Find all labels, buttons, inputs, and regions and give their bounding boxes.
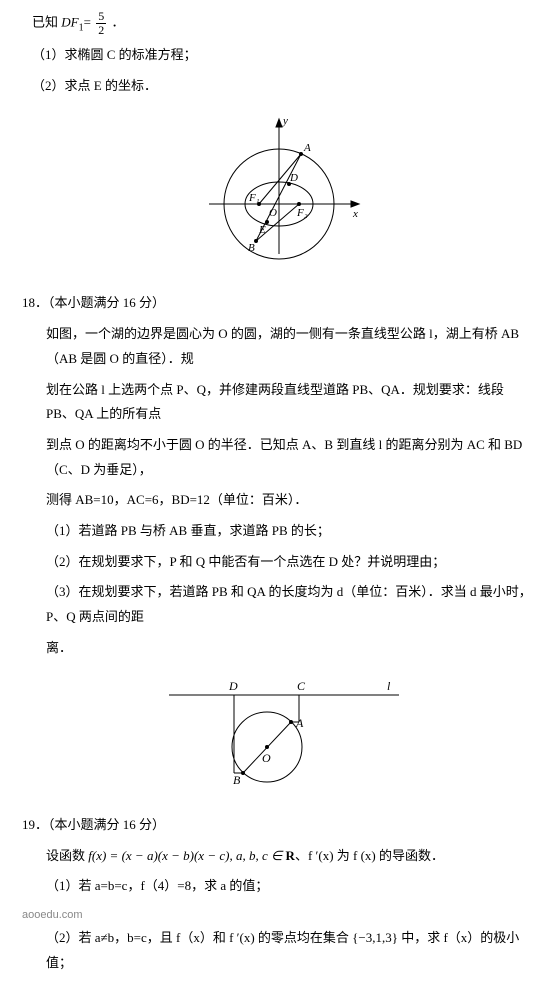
p17-q1: （1）求椭圆 C 的标准方程； xyxy=(22,43,536,68)
p19-pre: 设函数 xyxy=(46,848,88,863)
lbl2-C: C xyxy=(297,679,306,693)
p18-body4: 测得 AB=10，AC=6，BD=12（单位：百米）． xyxy=(22,488,536,513)
p17-given: 已知 DF1= 5 2 ． xyxy=(22,10,536,37)
p18-q3: （3）在规划要求下，若道路 PB 和 QA 的长度均为 d（单位：百米）．求当 … xyxy=(22,580,536,629)
frac-num: 5 xyxy=(96,10,106,24)
p19-header: 19．（本小题满分 16 分） xyxy=(22,813,536,838)
ellipse-svg: y x A B D E F₁ O F₂ xyxy=(189,109,369,269)
p17-q2: （2）求点 E 的坐标． xyxy=(22,74,536,99)
p19-body: 设函数 f(x) = (x − a)(x − b)(x − c), a, b, … xyxy=(22,844,536,869)
p18-q3b: 离． xyxy=(22,636,536,661)
lbl-F2: F₂ xyxy=(296,207,308,219)
given-pre: 已知 xyxy=(32,15,58,30)
figure-lake: D C l A O B xyxy=(22,670,536,799)
p19-q1: （1）若 a=b=c，f（4）=8，求 a 的值； xyxy=(22,874,536,899)
lbl2-O: O xyxy=(262,751,271,765)
figure-ellipse: y x A B D E F₁ O F₂ xyxy=(22,109,536,278)
p18-body3: 到点 O 的距离均不小于圆 O 的半径．已知点 A、B 到直线 l 的距离分别为… xyxy=(22,433,536,482)
lbl-y: y xyxy=(282,115,288,127)
given-eq: = xyxy=(84,15,91,30)
p19-R: R xyxy=(286,848,295,863)
fraction: 5 2 xyxy=(96,10,106,37)
frac-den: 2 xyxy=(96,24,106,37)
lbl-A: A xyxy=(303,142,311,154)
lbl2-A: A xyxy=(295,716,304,730)
p18-body1: 如图，一个湖的边界是圆心为 O 的圆，湖的一侧有一条直线型公路 l，湖上有桥 A… xyxy=(22,322,536,371)
p18-header: 18．（本小题满分 16 分） xyxy=(22,291,536,316)
given-end: ． xyxy=(111,15,124,30)
lbl-B: B xyxy=(248,242,255,254)
lbl-D: D xyxy=(289,172,298,184)
p18-body2: 划在公路 l 上选两个点 P、Q，并修建两段直线型道路 PB、QA．规划要求：线… xyxy=(22,378,536,427)
lbl2-B: B xyxy=(233,773,241,787)
lbl2-D: D xyxy=(228,679,238,693)
lbl-E: E xyxy=(258,224,266,236)
lbl2-l: l xyxy=(387,679,391,693)
watermark: aooedu.com xyxy=(22,905,536,926)
p19-post: 、f ′(x) 为 f (x) 的导函数． xyxy=(295,848,444,863)
lbl-O: O xyxy=(269,207,277,219)
lake-svg: D C l A O B xyxy=(149,670,409,790)
p18-q1: （1）若道路 PB 与桥 AB 垂直，求道路 PB 的长； xyxy=(22,519,536,544)
lbl-x: x xyxy=(352,208,358,220)
p19-q2: （2）若 a≠b，b=c，且 f（x）和 f ′(x) 的零点均在集合 {−3,… xyxy=(22,926,536,975)
lbl-F1: F₁ xyxy=(248,192,260,204)
p19-fx: f(x) = (x − a)(x − b)(x − c), a, b, c ∈ xyxy=(88,848,285,863)
p18-q2: （2）在规划要求下，P 和 Q 中能否有一个点选在 D 处？并说明理由； xyxy=(22,550,536,575)
given-var: DF xyxy=(61,15,78,30)
